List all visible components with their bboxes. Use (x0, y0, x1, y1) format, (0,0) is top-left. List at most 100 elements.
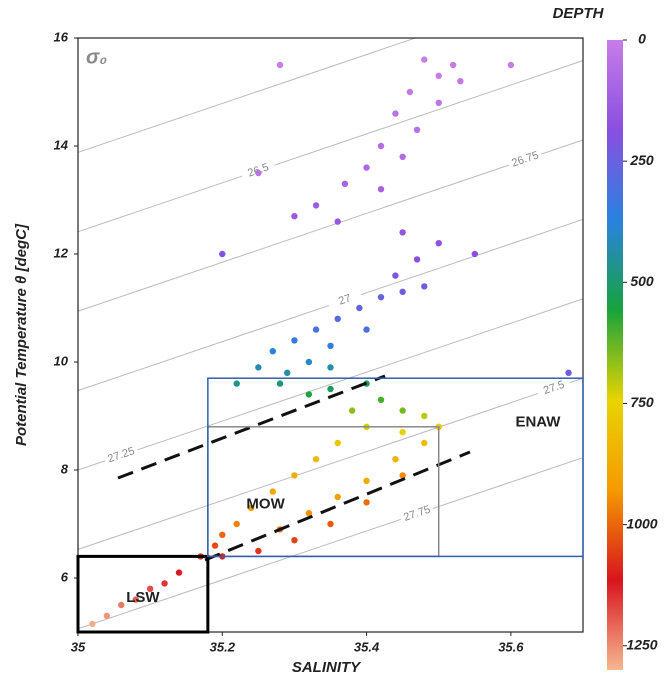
data-point (276, 380, 284, 387)
data-point (327, 520, 334, 528)
x-tick-label: 35.2 (210, 639, 236, 654)
isopycnal-label-bg (398, 501, 436, 526)
y-tick-label: 14 (54, 137, 69, 152)
region-label: MOW (246, 496, 285, 513)
data-point (399, 429, 406, 436)
data-point (334, 493, 341, 501)
region-box (76, 554, 210, 634)
data-point (269, 488, 276, 495)
data-point (421, 439, 428, 447)
region-box (207, 426, 440, 558)
data-point (312, 456, 320, 463)
x-axis-label: SALINITY (292, 659, 362, 676)
data-point (363, 326, 370, 333)
data-point (392, 456, 399, 463)
isopycnal-symbol: σ₀ (86, 46, 107, 68)
data-point (103, 612, 111, 619)
data-point (291, 472, 298, 479)
data-point (269, 348, 276, 355)
colorbar (607, 40, 623, 670)
data-point (413, 256, 421, 263)
data-point (233, 520, 240, 528)
data-point (334, 315, 341, 322)
isopycnal-label-bg (506, 147, 544, 172)
data-point (363, 499, 370, 506)
x-tick-label: 35 (71, 639, 86, 654)
data-point (334, 439, 341, 447)
data-point (421, 283, 428, 290)
data-point (247, 504, 255, 511)
data-point (399, 288, 406, 295)
y-tick-label: 16 (54, 29, 69, 44)
data-point (255, 169, 262, 177)
data-point (421, 56, 428, 63)
plot-frame (77, 37, 584, 633)
data-point (291, 213, 298, 220)
y-axis-label: Potential Temperature θ [degC] (13, 223, 30, 446)
data-point (406, 88, 414, 96)
data-point (146, 585, 154, 592)
data-point (291, 337, 298, 344)
data-point (449, 61, 457, 69)
data-point (377, 396, 385, 403)
colorbar-tick-label: 1000 (626, 515, 657, 531)
data-point (312, 202, 320, 209)
data-point (118, 601, 125, 609)
isopycnal-label-bg (535, 375, 573, 401)
data-point (327, 342, 334, 349)
data-point (356, 304, 363, 312)
data-point (276, 61, 284, 69)
isopycnal-line (78, 457, 583, 630)
data-point (507, 61, 515, 69)
data-point (312, 326, 320, 333)
region-box (207, 377, 584, 558)
data-point (435, 240, 442, 247)
isopycnal-label-bg (102, 443, 140, 468)
isopycnal-label: 27 (337, 292, 352, 307)
data-point (392, 110, 399, 117)
data-point (341, 180, 349, 187)
data-point (377, 294, 385, 301)
y-tick-label: 8 (61, 461, 69, 476)
colorbar-tick-label: 250 (629, 152, 654, 168)
data-point (348, 407, 356, 414)
isopycnal-label-bg (507, 0, 544, 13)
colorbar-tick-label: 750 (630, 394, 654, 410)
isopycnal-label-bg (326, 288, 364, 313)
data-point (305, 391, 313, 398)
colorbar-title: DEPTH (553, 5, 605, 22)
data-point (363, 164, 370, 171)
y-tick-label: 10 (54, 353, 69, 368)
y-tick-label: 12 (54, 245, 69, 260)
data-point (233, 380, 240, 387)
data-point (211, 542, 219, 549)
y-tick-label: 6 (61, 569, 69, 584)
colorbar-tick-label: 0 (638, 31, 646, 47)
x-tick-label: 35.6 (498, 639, 524, 654)
data-point (284, 369, 291, 376)
region-label: ENAW (515, 414, 561, 431)
data-point (435, 72, 442, 80)
data-point (305, 510, 313, 517)
data-point (471, 250, 478, 258)
isopycnal-label: 26.25 (510, 0, 540, 11)
dashed-line (204, 450, 471, 562)
data-point (399, 472, 406, 479)
data-point (457, 78, 464, 85)
data-point (363, 477, 370, 484)
data-point (175, 569, 183, 576)
data-point (89, 620, 96, 628)
dashed-line (117, 374, 386, 480)
data-point (255, 364, 262, 371)
data-point (305, 358, 313, 366)
x-tick-label: 35.4 (354, 639, 380, 654)
data-point (161, 580, 168, 587)
data-point (399, 229, 406, 236)
data-point (377, 186, 385, 193)
data-point (565, 369, 572, 376)
data-point (132, 596, 139, 603)
data-point (413, 126, 421, 133)
colorbar-tick-label: 1250 (626, 636, 657, 652)
region-label: LSW (126, 589, 160, 606)
